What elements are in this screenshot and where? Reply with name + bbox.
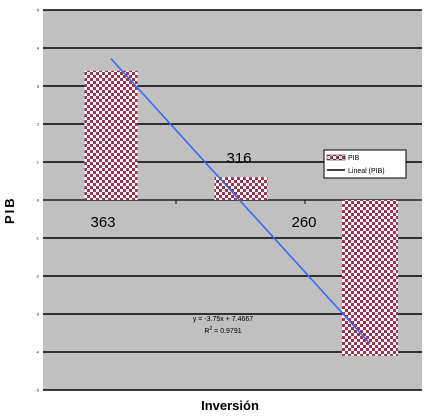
category-label: 316	[226, 150, 251, 167]
bar	[342, 200, 398, 356]
category-label: 363	[90, 214, 115, 231]
trendline-group	[110, 58, 371, 345]
bar	[214, 177, 268, 200]
trendline-equation: y = -3.75x + 7.4667	[193, 316, 253, 323]
category-labels: 363 316 260	[90, 150, 316, 231]
legend-swatch-pib	[326, 154, 346, 161]
x-axis-title: Inversión	[201, 398, 259, 413]
legend: PIB Lineal (PIB)	[323, 149, 407, 179]
y-tick-label: -5	[35, 388, 39, 393]
trendline-r2: R2 = 0.9791	[204, 326, 241, 335]
category-label: 260	[291, 214, 316, 231]
y-tick-label: 0	[37, 198, 40, 203]
trendline-annotation: y = -3.75x + 7.4667 R2 = 0.9791	[193, 316, 253, 335]
legend-label-trend: Lineal (PIB)	[348, 168, 385, 175]
trendline	[110, 58, 371, 345]
y-axis-title: PIB	[2, 196, 17, 224]
y-tick-label: 3	[37, 84, 40, 89]
y-tick-label: 4	[37, 46, 40, 51]
y-tick-label: -1	[35, 236, 39, 241]
y-tick-labels: -5 -4 -3 -2 -1 0 1 2 3 4 5	[35, 8, 39, 393]
bar	[84, 70, 138, 200]
y-tick-label: 1	[37, 160, 40, 165]
y-tick-label: -4	[35, 350, 39, 355]
y-tick-label: 5	[37, 8, 40, 13]
bars	[84, 70, 398, 356]
y-tick-label: 2	[37, 122, 40, 127]
y-tick-label: -2	[35, 274, 39, 279]
y-tick-label: -3	[35, 312, 39, 317]
legend-label-pib: PIB	[348, 155, 360, 162]
